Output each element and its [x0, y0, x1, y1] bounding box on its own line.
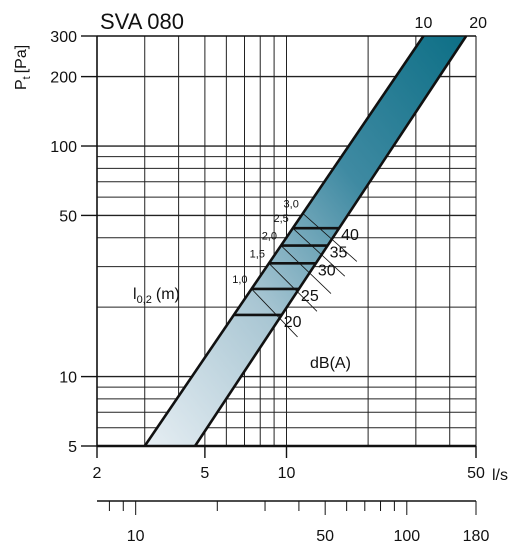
y-axis-title-main: P — [13, 79, 30, 90]
throw-line — [268, 263, 318, 312]
band-top-label: 20 — [469, 15, 487, 32]
throw-value-label: 1,0 — [232, 274, 247, 286]
noise-level-label: 35 — [330, 245, 348, 262]
y-tick-label: 100 — [50, 139, 77, 156]
noise-band-fill — [144, 36, 467, 446]
secondary-axis-label: 10 — [127, 528, 145, 545]
band-lower-edge — [143, 35, 425, 447]
noise-level-label: 20 — [284, 314, 302, 331]
x-tick-label: 2 — [93, 465, 102, 482]
x-tick-label: 50 — [467, 465, 485, 482]
noise-level-label: 40 — [341, 227, 359, 244]
throw-label-main: l — [133, 286, 137, 303]
chart-title: SVA 080 — [100, 9, 184, 34]
throw-line — [302, 213, 358, 262]
band-upper-edge — [193, 35, 468, 447]
throw-line — [292, 227, 346, 277]
y-axis-title-sub: t — [21, 76, 33, 79]
throw-value-label: 3,0 — [284, 198, 299, 210]
x-axis-title: l/s — [492, 467, 508, 484]
throw-line — [251, 288, 298, 338]
noise-label: dB(A) — [310, 355, 351, 372]
secondary-axis-label: 100 — [393, 528, 420, 545]
throw-value-label: 2,0 — [262, 231, 277, 243]
band-top-label: 10 — [415, 15, 433, 32]
throw-value-label: 2,5 — [273, 213, 288, 225]
noise-level-label: 25 — [301, 288, 319, 305]
y-tick-label: 50 — [59, 208, 77, 225]
y-tick-label: 300 — [50, 29, 77, 46]
noise-band — [143, 35, 468, 447]
y-tick-label: 200 — [50, 70, 77, 87]
y-axis-title: Pt [Pa] — [13, 45, 33, 90]
throw-label-sub: 0,2 — [137, 294, 152, 306]
throw-label: l0,2 (m) — [133, 286, 180, 306]
x-tick-label: 10 — [278, 465, 296, 482]
secondary-axis-label: 180 — [463, 528, 490, 545]
x-tick-label: 5 — [200, 465, 209, 482]
y-tick-label: 5 — [68, 439, 77, 456]
y-tick-label: 10 — [59, 370, 77, 387]
throw-value-label: 1,5 — [250, 248, 265, 260]
noise-level-label: 30 — [318, 262, 336, 279]
throw-label-unit: (m) — [156, 286, 180, 303]
y-axis-title-unit: [Pa] — [13, 45, 30, 73]
throw-line — [280, 245, 332, 294]
secondary-axis-label: 50 — [316, 528, 334, 545]
